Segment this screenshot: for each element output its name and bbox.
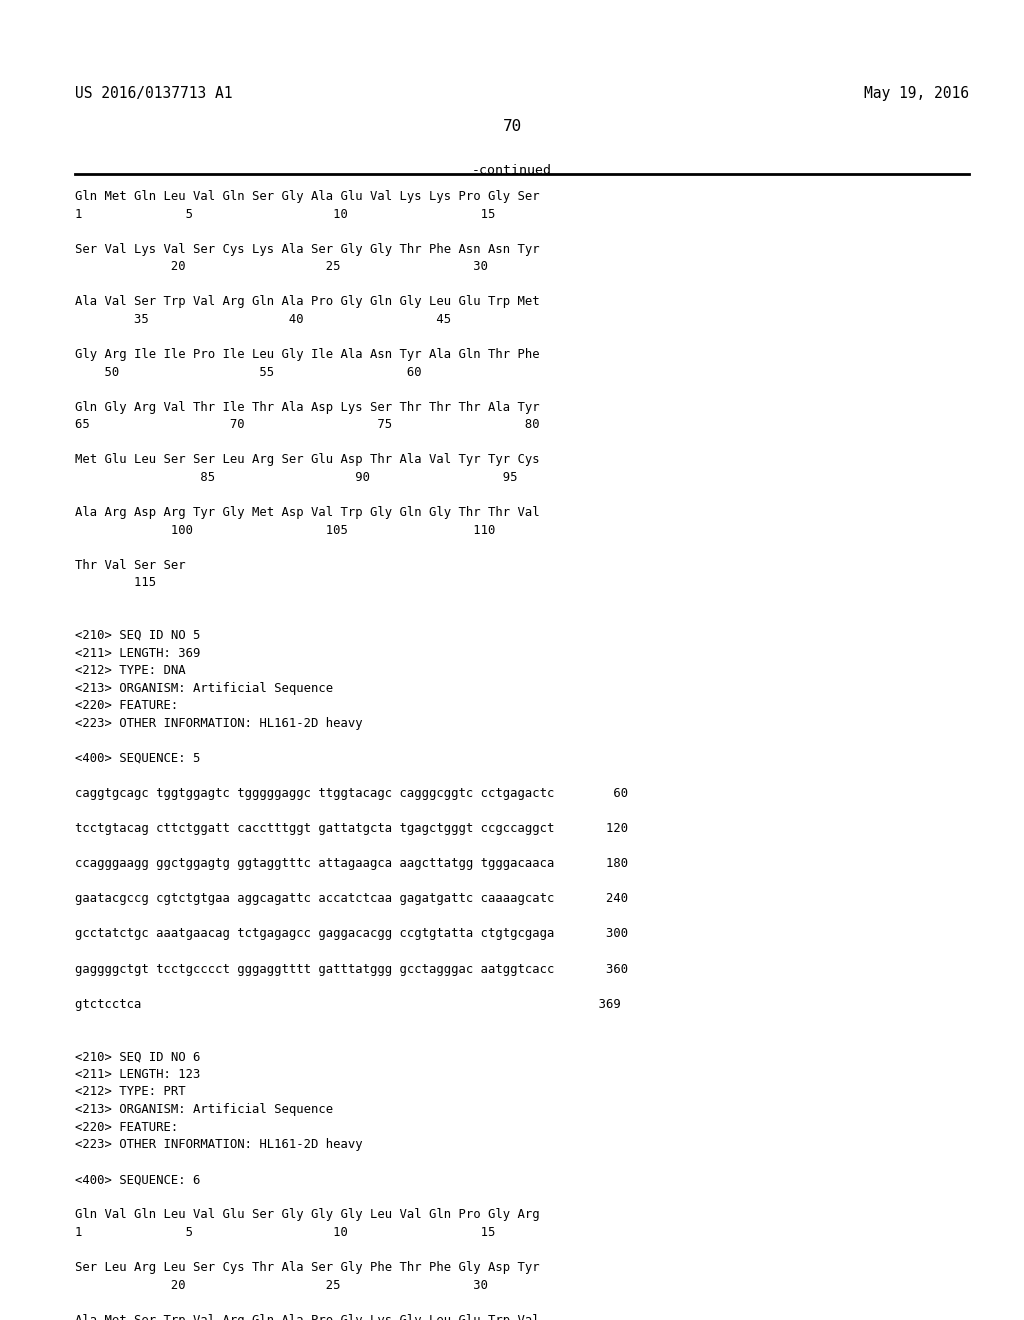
Text: <220> FEATURE:: <220> FEATURE: (75, 1121, 178, 1134)
Text: Met Glu Leu Ser Ser Leu Arg Ser Glu Asp Thr Ala Val Tyr Tyr Cys: Met Glu Leu Ser Ser Leu Arg Ser Glu Asp … (75, 453, 540, 466)
Text: <400> SEQUENCE: 6: <400> SEQUENCE: 6 (75, 1173, 201, 1187)
Text: <400> SEQUENCE: 5: <400> SEQUENCE: 5 (75, 752, 201, 764)
Text: May 19, 2016: May 19, 2016 (864, 86, 969, 100)
Text: Gln Val Gln Leu Val Glu Ser Gly Gly Gly Leu Val Gln Pro Gly Arg: Gln Val Gln Leu Val Glu Ser Gly Gly Gly … (75, 1208, 540, 1221)
Text: 35                   40                  45: 35 40 45 (75, 313, 452, 326)
Text: Ser Leu Arg Leu Ser Cys Thr Ala Ser Gly Phe Thr Phe Gly Asp Tyr: Ser Leu Arg Leu Ser Cys Thr Ala Ser Gly … (75, 1261, 540, 1274)
Text: US 2016/0137713 A1: US 2016/0137713 A1 (75, 86, 232, 100)
Text: Thr Val Ser Ser: Thr Val Ser Ser (75, 558, 185, 572)
Text: 100                  105                 110: 100 105 110 (75, 524, 496, 537)
Text: <212> TYPE: PRT: <212> TYPE: PRT (75, 1085, 185, 1098)
Text: <220> FEATURE:: <220> FEATURE: (75, 700, 178, 713)
Text: Ala Val Ser Trp Val Arg Gln Ala Pro Gly Gln Gly Leu Glu Trp Met: Ala Val Ser Trp Val Arg Gln Ala Pro Gly … (75, 296, 540, 309)
Text: 115: 115 (75, 577, 156, 589)
Text: 20                   25                  30: 20 25 30 (75, 260, 488, 273)
Text: Ala Arg Asp Arg Tyr Gly Met Asp Val Trp Gly Gln Gly Thr Thr Val: Ala Arg Asp Arg Tyr Gly Met Asp Val Trp … (75, 506, 540, 519)
Text: <211> LENGTH: 369: <211> LENGTH: 369 (75, 647, 201, 660)
Text: <223> OTHER INFORMATION: HL161-2D heavy: <223> OTHER INFORMATION: HL161-2D heavy (75, 1138, 362, 1151)
Text: Gln Met Gln Leu Val Gln Ser Gly Ala Glu Val Lys Lys Pro Gly Ser: Gln Met Gln Leu Val Gln Ser Gly Ala Glu … (75, 190, 540, 203)
Text: <213> ORGANISM: Artificial Sequence: <213> ORGANISM: Artificial Sequence (75, 1104, 333, 1115)
Text: <210> SEQ ID NO 5: <210> SEQ ID NO 5 (75, 628, 201, 642)
Text: caggtgcagc tggtggagtc tgggggaggc ttggtacagc cagggcggtc cctgagactc        60: caggtgcagc tggtggagtc tgggggaggc ttggtac… (75, 787, 628, 800)
Text: 65                   70                  75                  80: 65 70 75 80 (75, 418, 540, 432)
Text: Gly Arg Ile Ile Pro Ile Leu Gly Ile Ala Asn Tyr Ala Gln Thr Phe: Gly Arg Ile Ile Pro Ile Leu Gly Ile Ala … (75, 348, 540, 362)
Text: 50                   55                  60: 50 55 60 (75, 366, 422, 379)
Text: gaggggctgt tcctgcccct gggaggtttt gatttatggg gcctagggac aatggtcacc       360: gaggggctgt tcctgcccct gggaggtttt gatttat… (75, 962, 628, 975)
Text: <210> SEQ ID NO 6: <210> SEQ ID NO 6 (75, 1051, 201, 1064)
Text: gcctatctgc aaatgaacag tctgagagcc gaggacacgg ccgtgtatta ctgtgcgaga       300: gcctatctgc aaatgaacag tctgagagcc gaggaca… (75, 928, 628, 940)
Text: ccagggaagg ggctggagtg ggtaggtttc attagaagca aagcttatgg tgggacaaca       180: ccagggaagg ggctggagtg ggtaggtttc attagaa… (75, 857, 628, 870)
Text: 1              5                   10                  15: 1 5 10 15 (75, 207, 496, 220)
Text: 1              5                   10                  15: 1 5 10 15 (75, 1226, 496, 1239)
Text: gaatacgccg cgtctgtgaa aggcagattc accatctcaa gagatgattc caaaagcatc       240: gaatacgccg cgtctgtgaa aggcagattc accatct… (75, 892, 628, 906)
Text: Gln Gly Arg Val Thr Ile Thr Ala Asp Lys Ser Thr Thr Thr Ala Tyr: Gln Gly Arg Val Thr Ile Thr Ala Asp Lys … (75, 401, 540, 413)
Text: -continued: -continued (472, 164, 552, 177)
Text: <223> OTHER INFORMATION: HL161-2D heavy: <223> OTHER INFORMATION: HL161-2D heavy (75, 717, 362, 730)
Text: 85                   90                  95: 85 90 95 (75, 471, 517, 484)
Text: gtctcctca                                                              369: gtctcctca 369 (75, 998, 621, 1011)
Text: 20                   25                  30: 20 25 30 (75, 1279, 488, 1291)
Text: Ser Val Lys Val Ser Cys Lys Ala Ser Gly Gly Thr Phe Asn Asn Tyr: Ser Val Lys Val Ser Cys Lys Ala Ser Gly … (75, 243, 540, 256)
Text: <212> TYPE: DNA: <212> TYPE: DNA (75, 664, 185, 677)
Text: 70: 70 (503, 119, 521, 133)
Text: tcctgtacag cttctggatt cacctttggt gattatgcta tgagctgggt ccgccaggct       120: tcctgtacag cttctggatt cacctttggt gattatg… (75, 822, 628, 836)
Text: <213> ORGANISM: Artificial Sequence: <213> ORGANISM: Artificial Sequence (75, 681, 333, 694)
Text: Ala Met Ser Trp Val Arg Gln Ala Pro Gly Lys Gly Leu Glu Trp Val: Ala Met Ser Trp Val Arg Gln Ala Pro Gly … (75, 1313, 540, 1320)
Text: <211> LENGTH: 123: <211> LENGTH: 123 (75, 1068, 201, 1081)
